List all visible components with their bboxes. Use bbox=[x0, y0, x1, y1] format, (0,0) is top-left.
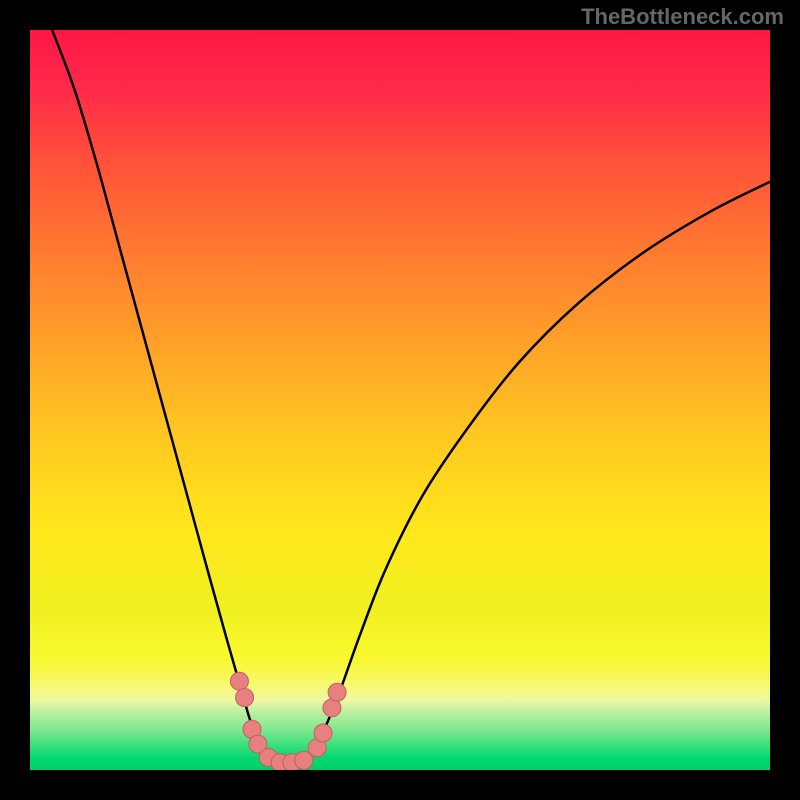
marker-point bbox=[236, 688, 254, 706]
watermark-text: TheBottleneck.com bbox=[581, 4, 784, 30]
bottleneck-curve bbox=[52, 30, 770, 763]
chart-curve bbox=[30, 30, 770, 770]
marker-point bbox=[314, 724, 332, 742]
marker-point bbox=[230, 672, 248, 690]
marker-point bbox=[328, 683, 346, 701]
chart-container bbox=[30, 30, 770, 770]
